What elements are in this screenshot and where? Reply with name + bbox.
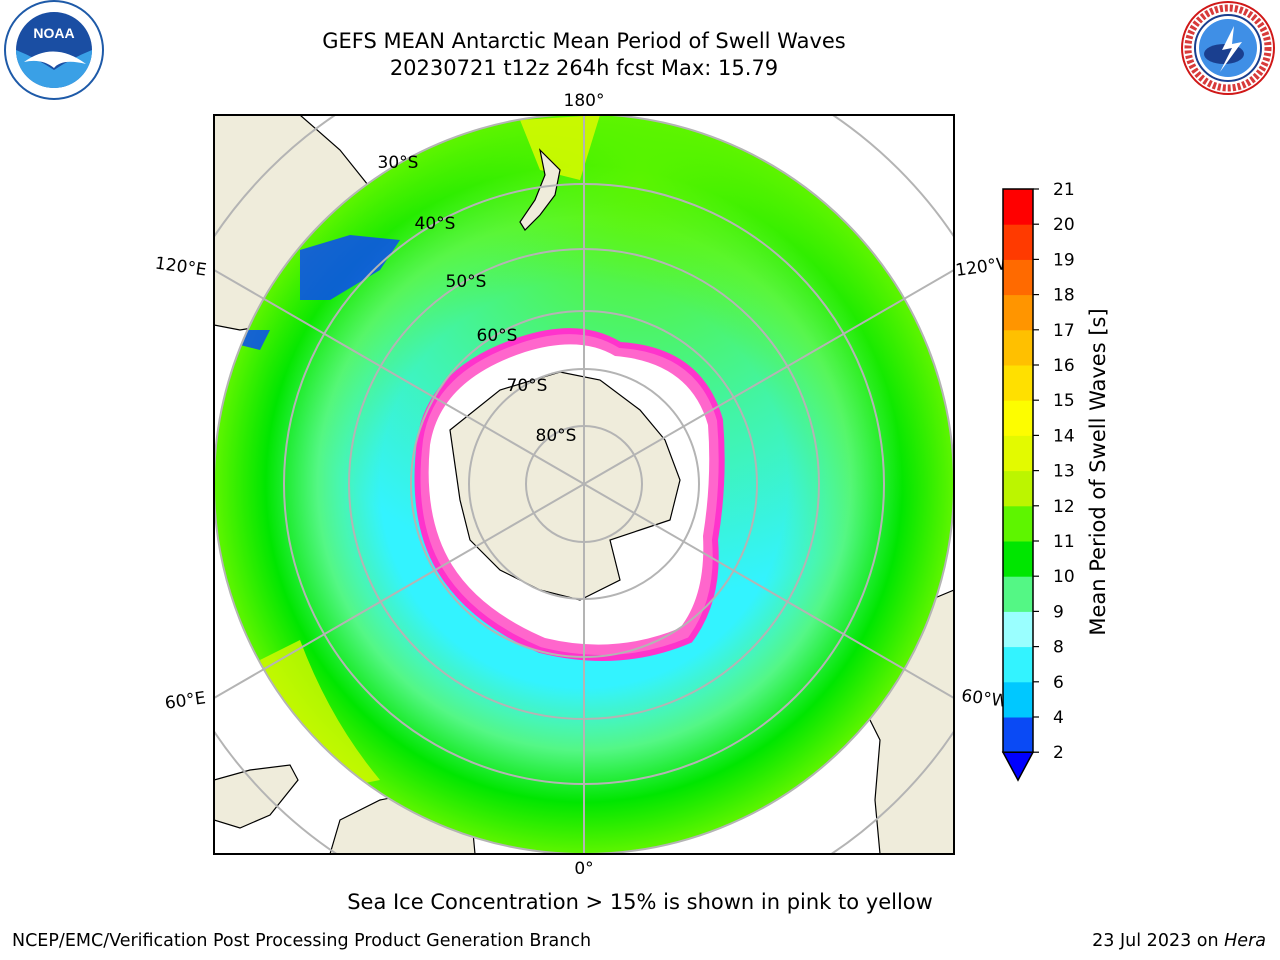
colorbar-tick-label: 20 xyxy=(1053,215,1075,235)
colorbar-segment xyxy=(1003,505,1033,542)
colorbar-tick-label: 9 xyxy=(1053,602,1064,622)
colorbar-tick-label: 8 xyxy=(1053,638,1064,658)
footer-date: 23 Jul 2023 on Hera xyxy=(1092,931,1266,951)
colorbar-segment xyxy=(1003,470,1033,507)
colorbar-segment xyxy=(1003,611,1033,648)
nws-logo xyxy=(1181,1,1275,95)
colorbar: 2 4 6 8 9 10 11 12 13 14 15 16 17 18 19 20 21 xyxy=(1001,180,1075,782)
colorbar-segment xyxy=(1003,717,1033,753)
lon-label-120e: 120°E xyxy=(154,254,208,281)
colorbar-segment xyxy=(1003,365,1033,401)
lat-label-70s: 70°S xyxy=(507,376,548,396)
colorbar-extend-arrow xyxy=(1001,751,1035,782)
sea-ice-note-text: Sea Ice Concentration > 15% is shown in … xyxy=(347,890,933,914)
colorbar-tick-label: 13 xyxy=(1053,462,1075,482)
colorbar-tick-label: 10 xyxy=(1053,567,1075,587)
colorbar-tick-label: 12 xyxy=(1053,497,1075,517)
lat-label-30s: 30°S xyxy=(378,153,419,173)
colorbar-segment xyxy=(1003,294,1033,331)
colorbar-segment xyxy=(1003,576,1033,612)
noaa-logo: NOAA xyxy=(4,0,104,100)
lat-label-40s: 40°S xyxy=(415,214,456,234)
colorbar-segment xyxy=(1003,224,1033,260)
map-frame xyxy=(213,114,955,855)
new-zealand-land xyxy=(519,148,561,231)
colorbar-tick-label: 17 xyxy=(1053,321,1075,341)
lon-label-0: 0° xyxy=(574,859,593,879)
colorbar-tick-label: 19 xyxy=(1053,250,1075,270)
lat-label-50s: 50°S xyxy=(446,272,487,292)
colorbar-segment xyxy=(1003,646,1033,683)
colorbar-tick-label: 21 xyxy=(1053,180,1075,200)
colorbar-segment xyxy=(1003,189,1033,225)
colorbar-tick-label: 15 xyxy=(1053,391,1075,411)
svg-text:NOAA: NOAA xyxy=(33,25,74,41)
footer-credit: NCEP/EMC/Verification Post Processing Pr… xyxy=(12,931,592,951)
colorbar-segment xyxy=(1003,400,1033,436)
colorbar-tick-label: 16 xyxy=(1053,356,1075,376)
colorbar-tick-label: 11 xyxy=(1053,532,1075,552)
lon-label-180: 180° xyxy=(564,91,605,111)
colorbar-tick-label: 14 xyxy=(1053,426,1075,446)
lon-label-60w: 60°W xyxy=(960,686,1009,712)
antarctica-land xyxy=(449,371,681,601)
longitude-gridlines xyxy=(214,115,954,854)
colorbar-segment xyxy=(1003,541,1033,577)
lat-label-80s: 80°S xyxy=(536,426,577,446)
colorbar-segment xyxy=(1003,259,1033,296)
colorbar-tick-label: 18 xyxy=(1053,286,1075,306)
footer-machine: Hera xyxy=(1224,931,1266,951)
madagascar-land xyxy=(214,764,299,829)
colorbar-segment xyxy=(1003,329,1033,366)
colorbar-label: Mean Period of Swell Waves [s] xyxy=(1086,308,1110,635)
colorbar-segment xyxy=(1003,435,1033,472)
map-title: GEFS MEAN Antarctic Mean Period of Swell… xyxy=(322,29,846,53)
colorbar-tick-label: 4 xyxy=(1053,708,1064,728)
sea-ice-note: Sea Ice Concentration > 15% is shown in … xyxy=(0,890,1280,914)
colorbar-segment xyxy=(1003,681,1033,718)
footer-date-text: 23 Jul 2023 on xyxy=(1092,931,1225,951)
map-subtitle: 20230721 t12z 264h fcst Max: 15.79 xyxy=(389,56,779,80)
lon-label-60e: 60°E xyxy=(164,688,207,713)
lat-label-60s: 60°S xyxy=(477,326,518,346)
colorbar-tick-label: 6 xyxy=(1053,673,1064,693)
colorbar-tick-label: 2 xyxy=(1053,743,1064,763)
